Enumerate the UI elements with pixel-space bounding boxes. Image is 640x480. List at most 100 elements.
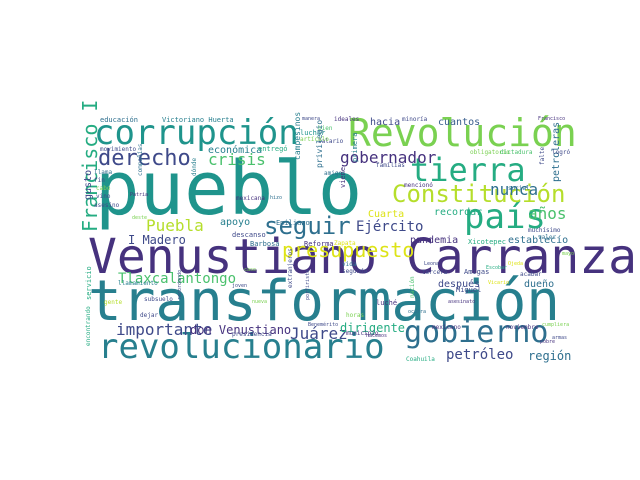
word-petroleo: petróleo [446, 347, 514, 363]
word-joven: joven [232, 283, 248, 289]
word-noviembre: noviembre [506, 324, 539, 331]
word-donde: dónde [191, 157, 198, 176]
word-gusto: gusto [83, 169, 94, 200]
word-articulo: artículo [300, 136, 329, 143]
word-nacion: nación [409, 276, 416, 298]
word-horas: horas [346, 312, 365, 319]
word-minoria: minoría [402, 116, 428, 123]
word-luchar: luchar [300, 129, 326, 137]
word-segunda: segunda [342, 268, 368, 275]
word-revolucionario: revolucionario [98, 327, 385, 367]
word-emiliano: Emiliano [276, 219, 310, 227]
word-hacemos: hacemos [366, 333, 388, 339]
word-miguel: Miguel [456, 286, 482, 294]
word-venustiano-carranza: Venustiano Carranza [88, 229, 638, 285]
word-importante: importante [116, 320, 213, 339]
word-establecio: establecío [508, 235, 569, 246]
word-caso: caso [244, 267, 257, 273]
word-social: social [508, 185, 530, 192]
word-escobar: Escobar [486, 265, 508, 271]
word-muchisimo: muchísimo [528, 227, 561, 234]
word-reforma: Reforma [304, 240, 334, 248]
word-victoriano-huerta: Victoriano Huerta [162, 116, 234, 124]
word-mayo: mayo [562, 251, 575, 257]
word-recordando: recordando [177, 269, 183, 300]
word-pais: país [464, 197, 546, 237]
word-patria: Patria [130, 192, 149, 198]
word-tercera: tercera [422, 269, 448, 276]
word-hacia: hacia [370, 117, 401, 128]
word-apoyo: apoyo [220, 217, 251, 228]
word-companias: compañías [137, 143, 144, 176]
word-revolucion: Revolución [348, 111, 577, 155]
word-francisco: Francisco [538, 116, 566, 122]
word-vino: vino [96, 193, 111, 200]
word-familias: familias [376, 162, 405, 169]
word-don-venustiano: don Venustiano [190, 323, 292, 337]
word-cabo: cabo [96, 185, 111, 192]
word-asesino: asesino [94, 202, 120, 209]
word-xicotepec: Xicotepec [468, 238, 506, 246]
word-coahuila: Coahuila [406, 356, 435, 363]
word-llama: llama [94, 169, 113, 176]
word-anos: años [528, 204, 567, 223]
word-municipio: municipio [346, 330, 379, 337]
word-despues: después [438, 279, 481, 290]
word-seguir: seguir [264, 212, 351, 240]
word-zapata: Zapata [334, 240, 356, 247]
word-fin: fin [94, 177, 105, 184]
word-manera: manera [302, 116, 321, 122]
word-region: región [528, 349, 572, 363]
word-juarez: Juárez [290, 324, 348, 343]
word-acabar: acabar [520, 271, 542, 278]
word-amigas: Amigas [464, 268, 490, 276]
word-privilegio: privilegio [315, 119, 324, 168]
word-benemerito: Benemérito [308, 322, 339, 328]
word-presidencia: presidencia [232, 331, 272, 338]
word-viene: viene [339, 166, 347, 188]
word-servicio: servicio [85, 266, 93, 300]
word-dirigente: dirigente [340, 321, 406, 335]
word-mexicana: mexicana [236, 195, 265, 202]
word-bien: bien [318, 125, 333, 132]
word-porfirista: porfirista [305, 269, 311, 300]
word-menciono: mencionó [404, 182, 433, 189]
word-tierra: tierra [410, 151, 526, 189]
word-pandemia: pandemia [410, 235, 459, 246]
word-ejercito: Ejército [356, 219, 424, 235]
word-extranjeros: extranjeros [287, 248, 294, 288]
word-entrego: entregó [258, 145, 288, 153]
word-francisco-i: Francisco I [78, 99, 102, 232]
word-hizo: hizo [270, 195, 283, 201]
word-gobernador: gobernador [340, 148, 437, 167]
word-economica: económica [208, 145, 263, 156]
word-asesinato: asesinato [448, 299, 476, 305]
word-valer: valer [538, 234, 557, 241]
word-ocurra: ocurra [408, 309, 427, 315]
word-cuarta: Cuarta [368, 209, 405, 220]
word-i-madero: I Madero [128, 233, 186, 247]
word-pobre: pobre [540, 339, 556, 345]
word-pueblo: pueblo [95, 146, 363, 232]
word-logro: logró [552, 149, 571, 156]
word-transformacion: transformación [88, 269, 561, 334]
word-leona: Leona [424, 261, 440, 267]
word-ojeda: Ojeda [508, 261, 524, 267]
word-gobierno: gobierno [404, 315, 549, 350]
word-dictadura: dictadura [500, 149, 533, 156]
word-deste: deste [132, 215, 148, 221]
word-encontrando: encontrando [85, 306, 92, 346]
word-recordar: recordar [434, 207, 483, 218]
word-descanso: descanso [232, 231, 266, 239]
word-cumpliera: cumpliera [542, 322, 570, 328]
word-llamamiento: llamamiento [118, 280, 158, 287]
word-amigos: amigos [324, 170, 346, 177]
word-subsuelo: subsuelo [144, 296, 173, 303]
word-nueva: nueva [252, 299, 268, 305]
word-vicario: Vicario [488, 280, 510, 286]
word-crisis: crisis [208, 150, 266, 169]
word-barbosa: Barbosa [250, 240, 280, 248]
word-gente: gente [104, 299, 123, 306]
word-corrupcion: corrupción [94, 113, 299, 153]
